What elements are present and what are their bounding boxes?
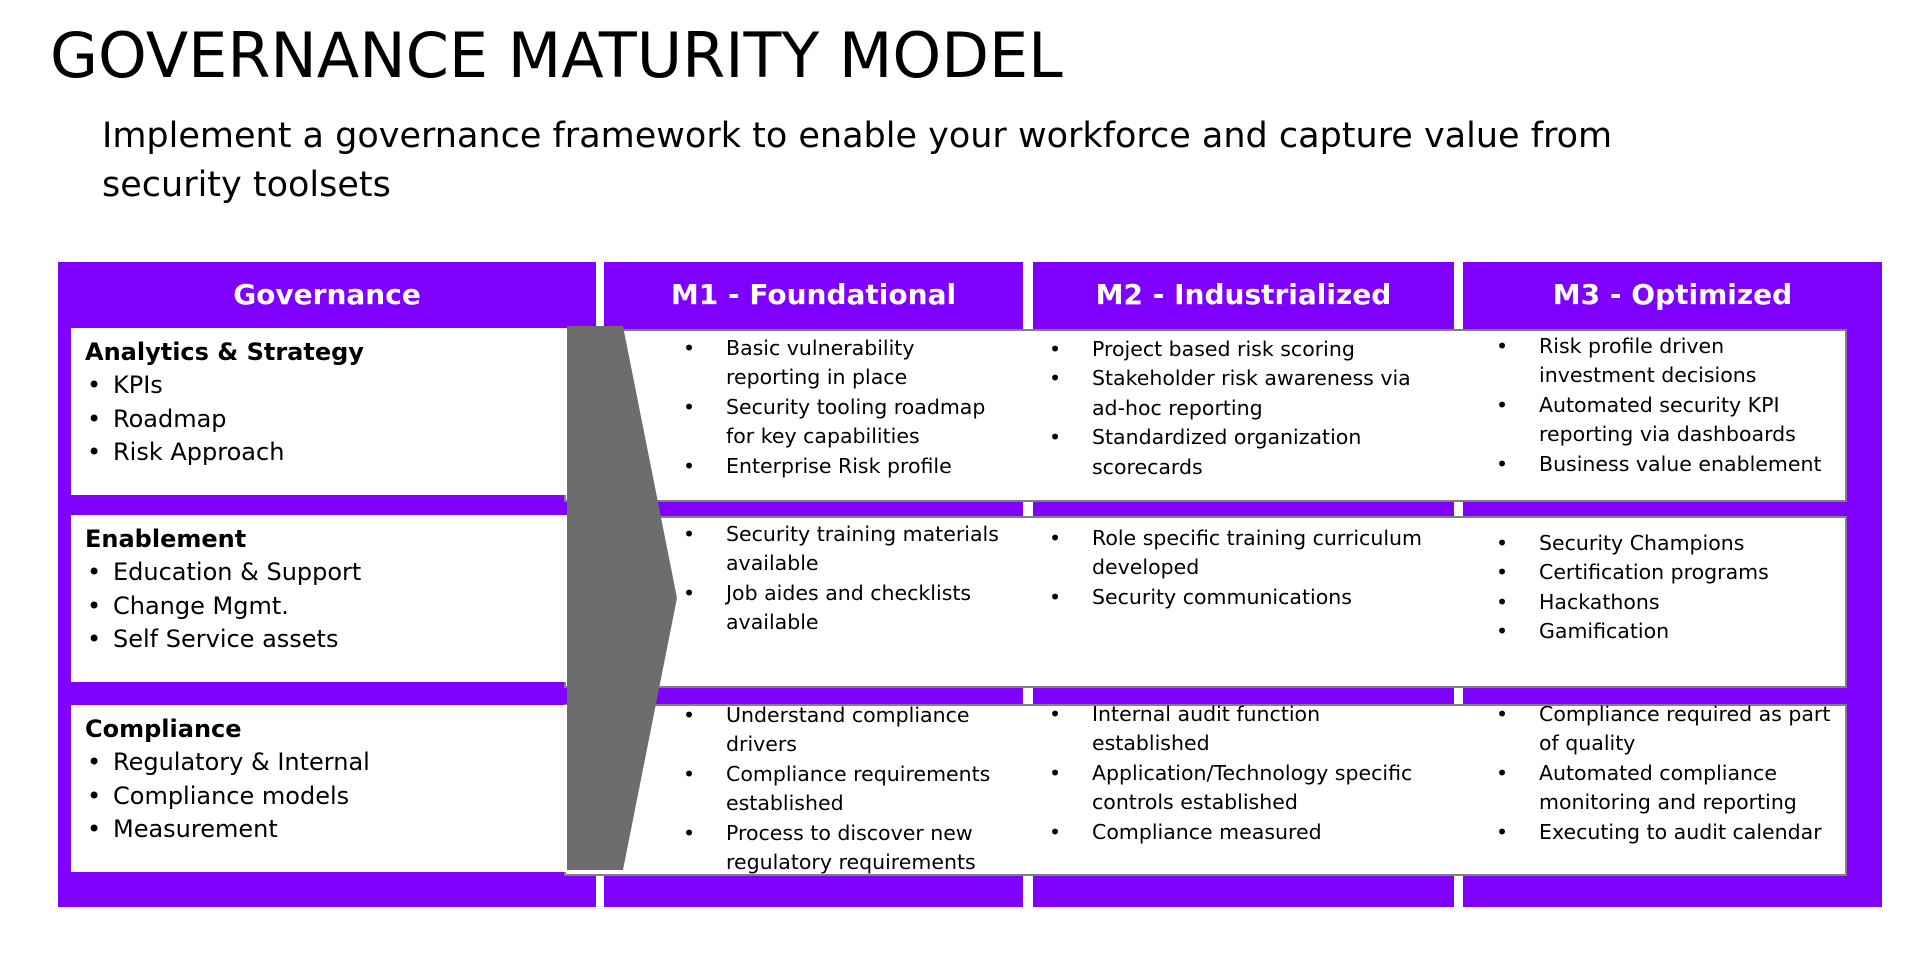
governance-item: Change Mgmt. <box>85 590 567 624</box>
cell-analytics-m2: Project based risk scoring Stakeholder r… <box>1046 335 1426 482</box>
page-subtitle: Implement a governance framework to enab… <box>102 116 1613 205</box>
governance-box-analytics: Analytics & Strategy KPIs Roadmap Risk A… <box>71 328 567 495</box>
header-m3-optimized: M3 - Optimized <box>1552 277 1793 311</box>
governance-box-compliance: Compliance Regulatory & Internal Complia… <box>71 705 567 872</box>
header-m1-foundational: M1 - Foundational <box>670 277 957 311</box>
chevron-arrow-icon <box>567 326 677 870</box>
list-item: Automated security KPI reporting via das… <box>1493 391 1843 450</box>
governance-item: Roadmap <box>85 403 567 437</box>
governance-item: Risk Approach <box>85 436 567 470</box>
list-item: Compliance required as part of quality <box>1493 700 1848 759</box>
list-item: Compliance requirements established <box>680 760 1010 819</box>
governance-box-enablement: Enablement Education & Support Change Mg… <box>71 515 567 682</box>
list-item: Role specific training curriculum develo… <box>1046 524 1426 583</box>
cell-analytics-m1: Basic vulnerability reporting in place S… <box>680 334 1010 481</box>
governance-title: Compliance <box>85 715 242 743</box>
header-governance: Governance <box>233 277 421 311</box>
list-item: Automated compliance monitoring and repo… <box>1493 759 1848 818</box>
list-item: Stakeholder risk awareness via ad-hoc re… <box>1046 364 1426 423</box>
header-m2-industrialized: M2 - Industrialized <box>1095 277 1392 311</box>
list-item: Job aides and checklists available <box>680 579 1010 638</box>
list-item: Business value enablement <box>1493 450 1843 480</box>
cell-compliance-m2: Internal audit function established Appl… <box>1046 700 1431 847</box>
list-item: Project based risk scoring <box>1046 335 1426 365</box>
governance-item: Education & Support <box>85 556 567 590</box>
list-item: Security tooling roadmap for key capabil… <box>680 393 1010 452</box>
list-item: Process to discover new regulatory requi… <box>680 819 1010 878</box>
list-item: Security communications <box>1046 583 1426 613</box>
list-item: Certification programs <box>1493 558 1843 588</box>
cell-enablement-m3: Security Champions Certification program… <box>1493 529 1843 647</box>
governance-item: Regulatory & Internal <box>85 746 567 780</box>
list-item: Understand compliance drivers <box>680 701 1010 760</box>
list-item: Basic vulnerability reporting in place <box>680 334 1010 393</box>
list-item: Security Champions <box>1493 529 1843 559</box>
list-item: Executing to audit calendar <box>1493 818 1848 848</box>
cell-enablement-m1: Security training materials available Jo… <box>680 520 1010 638</box>
list-item: Enterprise Risk profile <box>680 452 1010 482</box>
governance-title: Enablement <box>85 525 247 553</box>
page-title: GOVERNANCE MATURITY MODEL <box>50 19 1063 92</box>
list-item: Risk profile driven investment decisions <box>1493 332 1843 391</box>
cell-compliance-m3: Compliance required as part of quality A… <box>1493 700 1848 847</box>
list-item: Security training materials available <box>680 520 1010 579</box>
list-item: Internal audit function established <box>1046 700 1431 759</box>
cell-analytics-m3: Risk profile driven investment decisions… <box>1493 332 1843 479</box>
list-item: Compliance measured <box>1046 818 1431 848</box>
governance-item: KPIs <box>85 369 567 403</box>
governance-title: Analytics & Strategy <box>85 338 364 366</box>
governance-item: Measurement <box>85 813 567 847</box>
governance-item: Compliance models <box>85 780 567 814</box>
list-item: Hackathons <box>1493 588 1843 618</box>
cell-enablement-m2: Role specific training curriculum develo… <box>1046 524 1426 613</box>
governance-item: Self Service assets <box>85 623 567 657</box>
list-item: Standardized organization scorecards <box>1046 423 1426 482</box>
cell-compliance-m1: Understand compliance drivers Compliance… <box>680 701 1010 877</box>
list-item: Gamification <box>1493 617 1843 647</box>
list-item: Application/Technology specific controls… <box>1046 759 1431 818</box>
